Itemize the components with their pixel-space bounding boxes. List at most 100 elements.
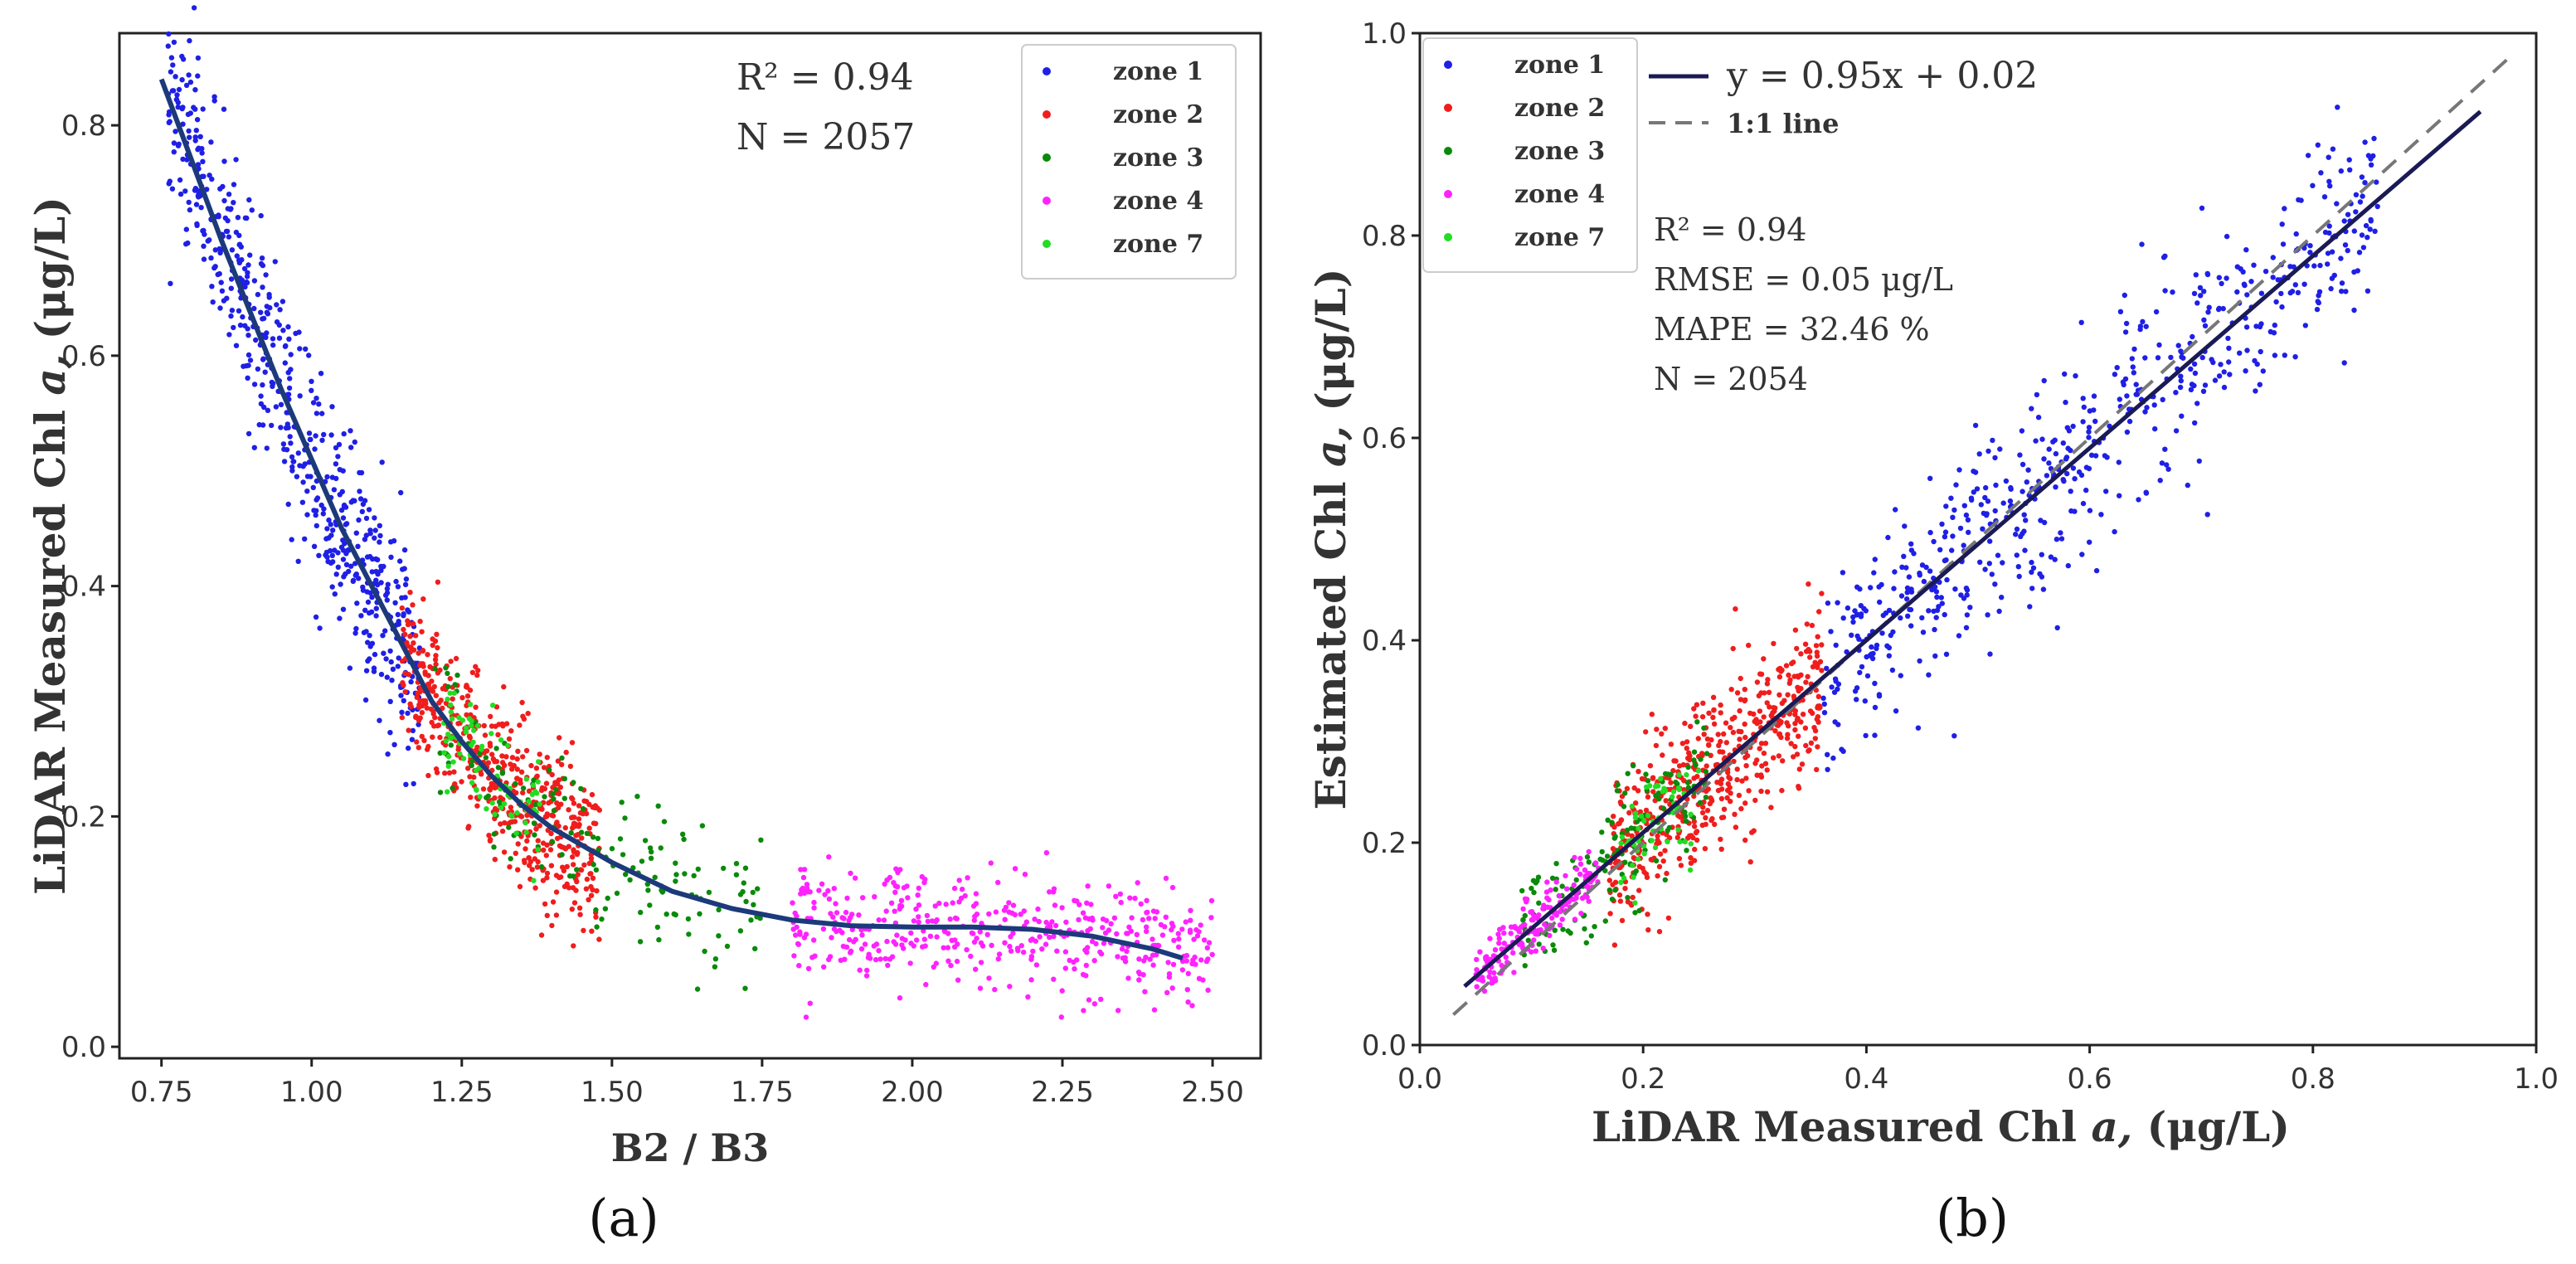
panel-a-point <box>532 856 537 862</box>
panel-b-point <box>1982 566 1988 572</box>
panel-b-point <box>1817 659 1824 664</box>
panel-a-point <box>217 250 223 255</box>
panel-a-point <box>441 750 447 756</box>
panel-b-point <box>1868 585 1874 591</box>
panel-a-point <box>578 785 584 792</box>
panel-a-point <box>898 897 905 904</box>
panel-b-legend-label: zone 4 <box>1514 180 1605 209</box>
panel-a-point <box>979 921 984 926</box>
panel-a-point <box>542 785 548 792</box>
panel-b-point <box>2112 372 2118 377</box>
panel-a-point <box>401 611 406 617</box>
panel-a-point <box>934 934 940 940</box>
panel-b-point <box>1737 707 1742 714</box>
panel-a-point <box>933 960 940 966</box>
panel-b-point <box>1892 569 1898 575</box>
panel-b-point <box>1898 615 1903 621</box>
panel-b-point <box>2088 452 2095 458</box>
panel-a-point <box>372 527 378 533</box>
panel-a-point <box>514 766 520 772</box>
panel-a-point <box>433 766 440 772</box>
panel-b-point <box>2192 370 2199 377</box>
panel-a-point <box>619 800 625 805</box>
panel-b-point <box>2351 228 2357 234</box>
panel-a-point <box>241 363 246 369</box>
panel-b-point <box>2318 170 2324 176</box>
panel-a-point <box>288 367 294 372</box>
panel-a-point <box>1002 940 1008 946</box>
panel-a-point <box>1071 959 1077 965</box>
panel-b-point <box>2363 222 2369 229</box>
panel-a-point <box>363 532 369 538</box>
panel-b-point <box>1953 482 1959 488</box>
panel-a-point <box>455 746 461 752</box>
panel-a-point <box>964 946 970 953</box>
panel-b-point <box>1636 856 1641 862</box>
panel-a-point <box>1085 883 1091 889</box>
panel-b-point <box>1655 873 1660 879</box>
panel-a-point <box>1151 1007 1158 1013</box>
panel-b-point <box>1529 916 1535 923</box>
panel-a-point <box>448 659 454 664</box>
panel-a-point <box>272 259 278 265</box>
panel-b-point <box>2282 352 2287 358</box>
panel-b-point <box>2271 330 2277 336</box>
panel-a-point <box>1115 1008 1121 1014</box>
panel-b-point <box>2219 280 2224 287</box>
panel-a-point <box>471 727 477 733</box>
panel-b-point <box>1621 804 1627 809</box>
panel-b-point <box>1889 667 1896 673</box>
panel-a-point <box>306 430 313 436</box>
panel-a-point <box>891 939 897 945</box>
panel-b-point <box>1725 780 1731 787</box>
panel-b-point <box>2058 536 2065 542</box>
panel-a-point <box>1189 1003 1195 1009</box>
panel-a-point <box>1138 901 1144 907</box>
panel-b-point <box>2316 293 2321 299</box>
panel-b-point <box>1872 557 1878 562</box>
panel-b-point <box>2054 625 2060 631</box>
panel-a-point <box>469 758 475 764</box>
panel-a-point <box>369 594 375 600</box>
panel-b-point <box>2289 289 2296 294</box>
panel-a-point <box>245 352 252 358</box>
panel-a-point <box>384 586 391 591</box>
panel-b-point <box>2254 361 2260 367</box>
panel-a-y-tick-label: 0.2 <box>61 800 106 834</box>
panel-a-point <box>259 255 265 261</box>
panel-b-point <box>1684 746 1690 751</box>
panel-b-point <box>1968 495 1975 501</box>
panel-a-point <box>801 867 808 873</box>
panel-b-point <box>1795 684 1801 690</box>
panel-b-point <box>1956 633 1962 639</box>
panel-b-point <box>1621 875 1627 881</box>
panel-a-point <box>538 932 545 938</box>
panel-a-point <box>405 618 411 624</box>
panel-b-point <box>1800 712 1806 717</box>
panel-b-point <box>2224 233 2230 240</box>
panel-a-point <box>712 956 719 962</box>
panel-a-point <box>247 357 254 363</box>
panel-a-point <box>469 722 474 729</box>
panel-b-point <box>1778 734 1784 741</box>
panel-a-legend-label: zone 3 <box>1113 143 1203 173</box>
panel-a-point <box>437 734 443 741</box>
panel-a-point <box>402 631 408 638</box>
panel-a-point <box>348 563 354 569</box>
panel-b-legend-label: zone 2 <box>1514 94 1605 123</box>
panel-a-point <box>819 881 825 887</box>
panel-a-point <box>469 762 474 769</box>
panel-a-point <box>1049 919 1055 925</box>
panel-b-point <box>1751 711 1757 717</box>
panel-b-point <box>2014 526 2020 532</box>
panel-b-point <box>1730 645 1736 652</box>
panel-a-point <box>225 217 231 224</box>
panel-b-point <box>1662 877 1669 883</box>
panel-a-point <box>317 625 323 631</box>
panel-b-point <box>1676 772 1682 778</box>
panel-b-point <box>1850 619 1856 625</box>
panel-a-point <box>593 867 600 873</box>
panel-b-point <box>1757 708 1763 714</box>
panel-b-point <box>1700 700 1706 706</box>
